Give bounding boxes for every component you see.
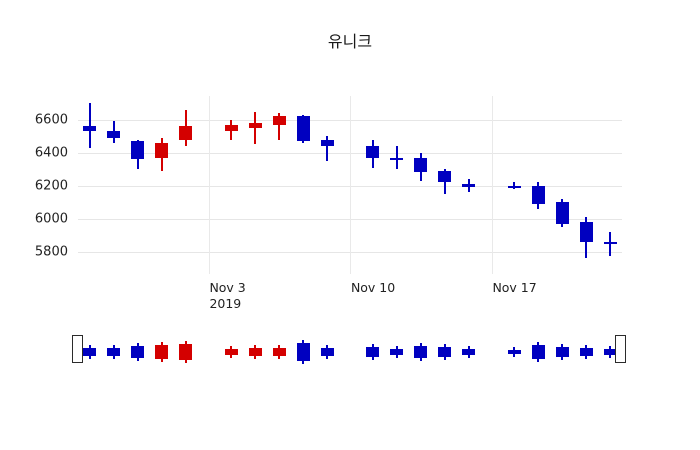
- volume-bar-wick: [184, 341, 187, 363]
- week-separator-line: [350, 96, 351, 274]
- candle-body: [224, 124, 238, 132]
- volume-bar-wick: [278, 345, 281, 359]
- volume-bar-wick: [371, 343, 374, 361]
- x-axis-tick-label: Nov 10: [350, 280, 396, 295]
- left-range-handle[interactable]: [72, 335, 83, 363]
- volume-bar-wick: [88, 344, 91, 360]
- candle-body: [83, 126, 97, 132]
- candle-body: [390, 157, 404, 161]
- volume-bar-wick: [513, 346, 516, 358]
- candle-body: [155, 142, 169, 158]
- candle-body: [248, 123, 262, 128]
- candle-wick: [88, 103, 91, 148]
- candle-body: [603, 241, 617, 245]
- volume-bar-wick: [395, 345, 398, 359]
- volume-bar-wick: [302, 340, 305, 364]
- volume-bar-wick: [254, 344, 257, 360]
- volume-bar-wick: [537, 342, 540, 362]
- candle-body: [579, 221, 593, 242]
- x-axis-tick-label: Nov 3 2019: [209, 280, 246, 311]
- candle-wick: [326, 136, 329, 161]
- y-axis-tick-label: 6400: [34, 145, 68, 161]
- candle-wick: [254, 111, 257, 145]
- volume-bar-wick: [467, 346, 470, 358]
- candle-body: [531, 185, 545, 204]
- y-axis-tick-label: 6000: [34, 211, 68, 227]
- candle-body: [438, 170, 452, 183]
- volume-bar-wick: [419, 343, 422, 361]
- y-axis-tick-label: 6200: [34, 178, 68, 194]
- volume-bar-wick: [443, 344, 446, 360]
- week-separator-line: [492, 96, 493, 274]
- candle-body: [107, 131, 121, 138]
- candle-wick: [395, 146, 398, 170]
- candle-body: [507, 185, 521, 189]
- y-axis-tick-label: 6600: [34, 112, 68, 128]
- volume-bar-wick: [160, 342, 163, 362]
- candle-body: [179, 126, 193, 140]
- x-axis-tick-label: Nov 17: [492, 280, 537, 295]
- candle-body: [272, 116, 286, 125]
- candle-body: [366, 146, 380, 158]
- y-axis-tick-label: 5800: [34, 244, 68, 260]
- volume-bar-wick: [561, 343, 564, 361]
- page-title: 유니크: [327, 32, 373, 51]
- volume-bar-wick: [585, 344, 588, 360]
- week-separator-line: [209, 96, 210, 274]
- candle-body: [296, 116, 310, 142]
- candle-body: [131, 141, 145, 160]
- volume-bar-wick: [230, 345, 233, 359]
- volume-bar-wick: [326, 345, 329, 359]
- volume-chart-panel[interactable]: [0, 300, 700, 410]
- candle-wick: [513, 182, 516, 189]
- candle-body: [462, 184, 476, 187]
- price-chart-panel[interactable]: 5800 6000 6200 6400 6600 Nov 3 2019 Nov 10 Nov…: [0, 0, 700, 311]
- candle-body: [320, 139, 334, 147]
- candle-wick: [278, 113, 281, 140]
- volume-bar-wick: [112, 345, 115, 359]
- volume-bar-wick: [136, 343, 139, 361]
- candle-body: [414, 157, 428, 173]
- volume-bar-wick: [609, 345, 612, 359]
- right-range-handle[interactable]: [615, 335, 626, 363]
- candle-body: [555, 202, 569, 224]
